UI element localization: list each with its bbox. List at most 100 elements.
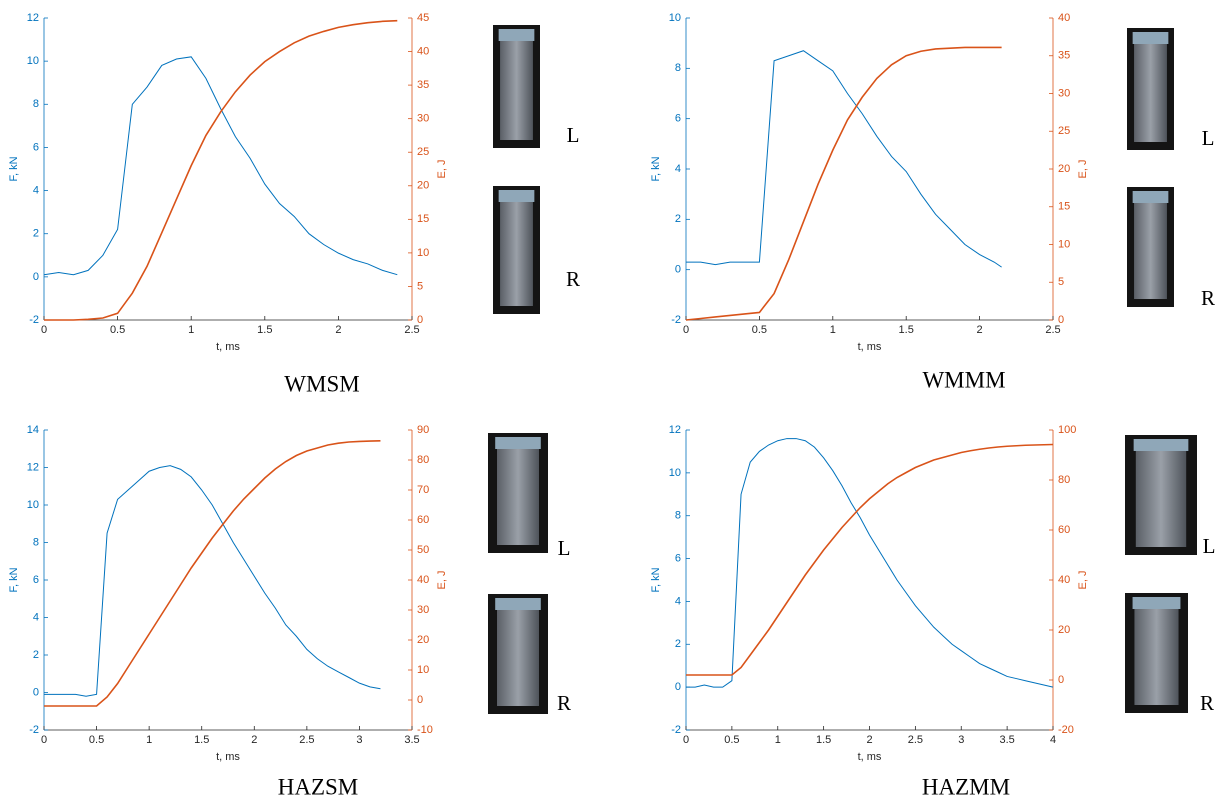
y2-tick-label: 5 — [1058, 276, 1064, 288]
specimen-photo — [1134, 599, 1179, 705]
y-tick-label: 8 — [675, 62, 681, 74]
specimen-label: L — [558, 536, 571, 560]
y2-tick-label: 0 — [1058, 314, 1064, 326]
y2-tick-label: 15 — [417, 213, 429, 225]
x-axis-label: t, ms — [216, 751, 240, 763]
y-tick-label: 10 — [669, 467, 681, 479]
y-tick-label: 6 — [33, 574, 39, 586]
x-tick-label: 0.5 — [724, 734, 739, 746]
x-tick-label: 2.5 — [404, 324, 419, 336]
y-tick-label: 4 — [675, 595, 681, 607]
x-tick-label: 2 — [335, 324, 341, 336]
y2-tick-label: 35 — [1058, 50, 1070, 62]
x-tick-label: 1.5 — [816, 734, 831, 746]
x-tick-label: 1 — [775, 734, 781, 746]
specimen-photo — [1134, 193, 1167, 299]
y2-tick-label: 80 — [417, 454, 429, 466]
specimen-photo — [497, 600, 539, 706]
y2-tick-label: 20 — [1058, 624, 1070, 636]
x-tick-label: 0.5 — [752, 324, 767, 336]
y2-tick-label: 80 — [1058, 474, 1070, 486]
x-tick-label: 2.5 — [299, 734, 314, 746]
y-axis-label: F, kN — [8, 156, 20, 181]
y2-tick-label: 70 — [417, 484, 429, 496]
y2-axis-label: E, J — [436, 160, 448, 179]
x-tick-label: 0 — [683, 734, 689, 746]
x-tick-label: 2.5 — [1045, 324, 1060, 336]
data-line — [43, 56, 398, 276]
y-tick-label: 10 — [27, 499, 39, 511]
x-tick-label: 1 — [146, 734, 152, 746]
data-line — [44, 465, 381, 697]
x-tick-label: 3.5 — [999, 734, 1014, 746]
y2-tick-label: 40 — [1058, 574, 1070, 586]
y2-tick-label: 30 — [417, 113, 429, 125]
data-line — [44, 440, 381, 707]
data-line — [686, 50, 1002, 268]
specimen-label: L — [1203, 534, 1216, 558]
y-tick-label: -2 — [29, 724, 39, 736]
y2-tick-label: 0 — [417, 694, 423, 706]
y-tick-label: 10 — [669, 12, 681, 24]
y-tick-label: 12 — [27, 461, 39, 473]
x-tick-label: 0.5 — [89, 734, 104, 746]
data-line — [686, 443, 1054, 676]
y2-tick-label: 15 — [1058, 201, 1070, 213]
y2-axis-label: E, J — [1077, 160, 1089, 179]
x-tick-label: 1.5 — [899, 324, 914, 336]
x-tick-label: 2 — [251, 734, 257, 746]
specimen-photo-top — [1132, 32, 1169, 44]
y2-tick-label: 0 — [417, 314, 423, 326]
specimen-photo — [500, 192, 533, 306]
x-axis-label: t, ms — [858, 751, 882, 763]
y2-tick-label: 10 — [417, 247, 429, 259]
x-tick-label: 0 — [683, 324, 689, 336]
panel-caption: HAZMM — [922, 774, 1010, 799]
y2-tick-label: 10 — [417, 664, 429, 676]
x-tick-label: 2 — [977, 324, 983, 336]
specimen-label: L — [567, 123, 580, 147]
y-axis-label: F, kN — [8, 567, 20, 592]
y2-tick-label: 90 — [417, 424, 429, 436]
y-tick-label: 2 — [33, 228, 39, 240]
y-tick-label: 6 — [33, 141, 39, 153]
y2-tick-label: 30 — [1058, 87, 1070, 99]
y2-tick-label: 50 — [417, 544, 429, 556]
x-tick-label: 1.5 — [257, 324, 272, 336]
y2-tick-label: 40 — [417, 45, 429, 57]
specimen-photo-top — [1133, 439, 1189, 451]
y-tick-label: 2 — [675, 213, 681, 225]
specimen-photo-top — [498, 190, 535, 202]
specimen-label: R — [566, 267, 580, 291]
y2-tick-label: 20 — [417, 180, 429, 192]
x-tick-label: 1 — [188, 324, 194, 336]
y-tick-label: 4 — [675, 163, 681, 175]
y-tick-label: 6 — [675, 113, 681, 125]
y2-tick-label: 40 — [1058, 12, 1070, 24]
x-tick-label: 4 — [1050, 734, 1056, 746]
y2-tick-label: -20 — [1058, 724, 1074, 736]
x-tick-label: 0 — [41, 734, 47, 746]
y-tick-label: 4 — [33, 611, 39, 623]
y-tick-label: 0 — [33, 271, 39, 283]
x-tick-label: 1 — [830, 324, 836, 336]
y-tick-label: 2 — [33, 649, 39, 661]
y2-tick-label: 25 — [1058, 125, 1070, 137]
y2-tick-label: 100 — [1058, 424, 1076, 436]
specimen-photo — [1135, 441, 1187, 547]
y2-tick-label: 60 — [417, 514, 429, 526]
specimen-label: R — [1200, 691, 1214, 715]
y2-tick-label: 45 — [417, 12, 429, 24]
y2-tick-label: 0 — [1058, 674, 1064, 686]
x-tick-label: 1.5 — [194, 734, 209, 746]
panel-caption: WMMM — [922, 367, 1005, 392]
panel-caption: WMSM — [284, 371, 359, 396]
y-tick-label: 8 — [33, 98, 39, 110]
y-tick-label: 6 — [675, 552, 681, 564]
y2-tick-label: 20 — [417, 634, 429, 646]
x-tick-label: 0.5 — [110, 324, 125, 336]
y-tick-label: 12 — [669, 424, 681, 436]
specimen-photo-top — [495, 437, 541, 449]
y2-tick-label: 10 — [1058, 238, 1070, 250]
